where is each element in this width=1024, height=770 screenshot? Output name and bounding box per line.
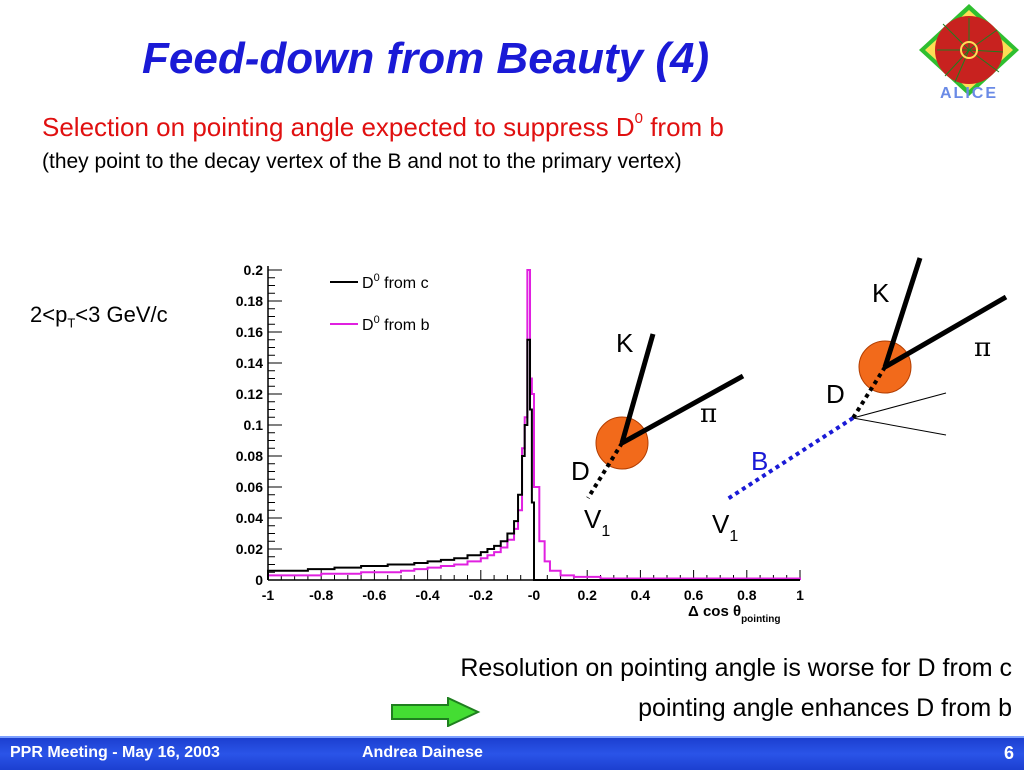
conclusion-line-1: Resolution on pointing angle is worse fo… (460, 654, 1012, 682)
pt-post: <3 GeV/c (75, 302, 168, 327)
legend-label-b: D0 from b (362, 314, 430, 334)
d-flight-line-b (851, 365, 887, 420)
x-tick-label: 0.2 (577, 587, 597, 603)
legend-b-tail: from b (380, 317, 430, 334)
legend-label-c: D0 from c (362, 272, 429, 292)
pt-sub: T (67, 315, 76, 331)
x-axis-label-sub: pointing (741, 614, 780, 625)
x-tick-label: 0.8 (737, 587, 757, 603)
b-decay-product-1 (852, 392, 947, 419)
green-arrow-icon (391, 697, 481, 727)
x-axis-label: Δ cos θpointing (688, 603, 781, 625)
label-d: D (571, 456, 590, 486)
label-k-b: K (872, 278, 890, 308)
label-pi: π (700, 399, 717, 429)
decay-topology-diagram: K π D V1 K π D B V1 (571, 257, 1008, 545)
histogram-line-d0-from-b (267, 269, 801, 580)
y-tick-label: 0.12 (236, 386, 263, 402)
subtitle-tail: from b (642, 112, 724, 142)
label-v-sub: 1 (601, 523, 610, 540)
histogram-line-d0-from-c (267, 338, 800, 581)
diagram-d-from-b: K π D B V1 (712, 257, 1008, 545)
slide-title: Feed-down from Beauty (4) (142, 34, 710, 83)
legend-c-base: D (362, 275, 374, 292)
plot-axes: 0 0.02 0.04 0.06 0.08 0.1 0.12 0.14 0.16 0.18 0.2 -… (236, 262, 804, 603)
x-tick-label: -0 (528, 587, 541, 603)
slide-footer: PPR Meeting - May 16, 2003 Andrea Daines… (0, 736, 1024, 770)
logo-text: ALICE (940, 85, 998, 100)
d-flight-line (586, 441, 624, 500)
y-tick-label: 0.2 (244, 262, 264, 278)
pion-track (620, 373, 745, 446)
footer-page-number: 6 (1003, 743, 1014, 763)
label-v-b: V (712, 509, 730, 539)
histogram-series (267, 269, 801, 581)
x-tick-label: -0.8 (309, 587, 333, 603)
x-tick-label: 1 (796, 587, 804, 603)
label-k: K (616, 328, 634, 358)
label-d-b: D (826, 379, 845, 409)
pt-pre: 2<p (30, 302, 68, 327)
subtitle-note: (they point to the decay vertex of the B… (42, 150, 682, 173)
x-tick-label: -0.6 (362, 587, 386, 603)
alice-logo: ALICE (919, 4, 1019, 100)
y-tick-label: 0.1 (244, 417, 264, 433)
kaon-track (619, 333, 656, 444)
diagram-d-from-c: K π D V1 (571, 328, 745, 540)
subtitle-text: Selection on pointing angle expected to … (42, 112, 635, 142)
x-tick-label: -0.4 (416, 587, 440, 603)
b-flight-line (724, 416, 855, 502)
x-tick-label: 0.6 (684, 587, 704, 603)
label-v-sub-b: 1 (729, 528, 738, 545)
label-v: V (584, 504, 602, 534)
subtitle-main: Selection on pointing angle expected to … (42, 110, 724, 143)
legend-c-tail: from c (380, 275, 429, 292)
x-tick-label: -1 (262, 587, 275, 603)
plot-legend: D0 from c D0 from b (330, 272, 430, 334)
y-tick-label: 0.02 (236, 541, 263, 557)
y-tick-label: 0 (255, 572, 263, 588)
label-v1-b: V1 (712, 509, 738, 545)
pion-track-b (883, 294, 1008, 370)
b-decay-product-2 (852, 417, 947, 436)
x-axis-label-main: Δ cos θ (688, 603, 741, 620)
footer-meeting: PPR Meeting - May 16, 2003 (10, 744, 220, 761)
conclusion-line-2: pointing angle enhances D from b (638, 694, 1012, 722)
legend-b-sup: 0 (374, 314, 380, 326)
x-tick-label: -0.2 (469, 587, 493, 603)
y-tick-label: 0.14 (236, 355, 263, 371)
pointing-angle-histogram: 0 0.02 0.04 0.06 0.08 0.1 0.12 0.14 0.16 0.18 0.2 -… (236, 262, 804, 625)
y-tick-label: 0.04 (236, 510, 263, 526)
legend-b-base: D (362, 317, 374, 334)
y-tick-label: 0.08 (236, 448, 263, 464)
y-tick-label: 0.18 (236, 293, 263, 309)
y-tick-label: 0.06 (236, 479, 263, 495)
y-tick-label: 0.16 (236, 324, 263, 340)
x-tick-label: 0.4 (631, 587, 651, 603)
label-b: B (751, 446, 768, 476)
legend-c-sup: 0 (374, 272, 380, 284)
label-pi-b: π (974, 333, 991, 363)
kaon-track-b (882, 257, 923, 368)
pt-range-label: 2<pT<3 GeV/c (30, 302, 168, 330)
footer-author: Andrea Dainese (362, 744, 483, 761)
label-v1: V1 (584, 504, 610, 540)
subtitle-superscript: 0 (634, 110, 643, 127)
